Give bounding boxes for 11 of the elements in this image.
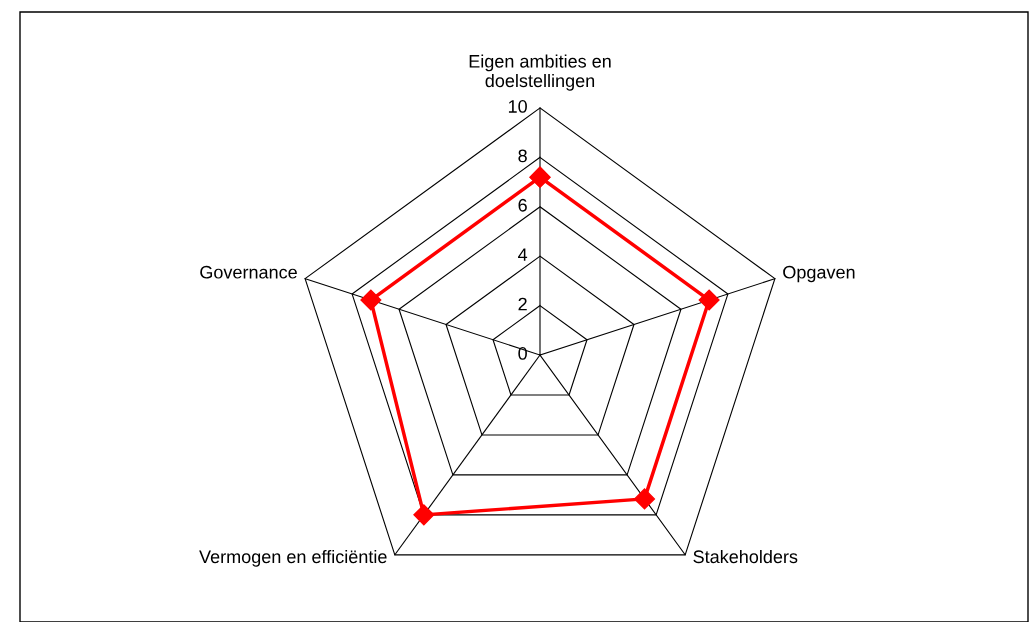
spoke-label: Opgaven bbox=[783, 265, 855, 283]
spoke-label: Governance bbox=[200, 265, 297, 279]
spoke-label: Vermogen en efficiëntie bbox=[199, 549, 387, 567]
y-tick-label: 4 bbox=[518, 248, 528, 261]
y-tick-label: 2 bbox=[518, 297, 527, 311]
y-tick-label: 8 bbox=[518, 149, 527, 163]
y-tick-label: 10 bbox=[508, 100, 527, 113]
spoke-label: Stakeholders bbox=[693, 549, 798, 564]
y-tick-label: 0 bbox=[518, 347, 527, 360]
spoke-label: Eigen ambities en doelstellingen bbox=[469, 54, 611, 91]
y-tick-label: 6 bbox=[518, 198, 527, 212]
